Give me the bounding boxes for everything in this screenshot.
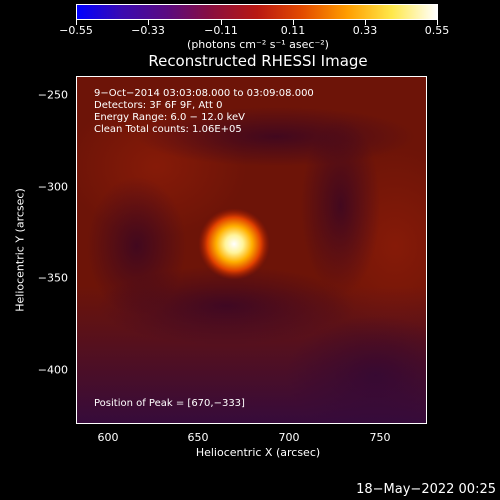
- footer-date: 18−May−2022 00:25: [356, 482, 496, 497]
- colorbar-tick-label: −0.55: [59, 24, 93, 37]
- y-tick-label: −400: [37, 363, 68, 377]
- x-tick-label: 700: [278, 431, 300, 444]
- colorbar-tick: [221, 20, 222, 25]
- colorbar-tick-label: 0.33: [352, 24, 378, 37]
- colorbar-tick: [293, 20, 294, 25]
- colorbar-tick: [148, 20, 149, 25]
- clean-counts-text: Clean Total counts: 1.06E+05: [94, 124, 242, 135]
- energy-range-text: Energy Range: 6.0 − 12.0 keV: [94, 112, 245, 123]
- x-axis-label: Heliocentric X (arcsec): [195, 446, 321, 459]
- plot-area: [76, 76, 427, 424]
- x-tick-label: 750: [369, 431, 391, 444]
- colorbar: [76, 4, 438, 20]
- detectors-text: Detectors: 3F 6F 9F, Att 0: [94, 100, 223, 111]
- colorbar-tick: [365, 20, 366, 25]
- time-range-text: 9−Oct−2014 03:03:08.000 to 03:09:08.000: [94, 88, 314, 99]
- colorbar-tick-label: −0.33: [131, 24, 165, 37]
- colorbar-tick-label: 0.11: [280, 24, 306, 37]
- x-tick-label: 600: [97, 431, 119, 444]
- y-tick-label: −250: [37, 88, 68, 102]
- heatmap-image: [77, 77, 426, 423]
- colorbar-tick-label: 0.55: [424, 24, 450, 37]
- colorbar-tick-label: −0.11: [204, 24, 238, 37]
- colorbar-gradient: [77, 5, 437, 19]
- peak-position-text: Position of Peak = [670,−333]: [94, 398, 245, 409]
- plot-title: Reconstructed RHESSI Image: [148, 52, 368, 70]
- colorbar-tick: [437, 20, 438, 25]
- y-tick-label: −350: [37, 271, 68, 285]
- y-axis-label: Heliocentric Y (arcsec): [13, 188, 27, 312]
- colorbar-units: (photons cm⁻² s⁻¹ asec⁻²): [187, 38, 329, 51]
- y-tick-label: −300: [37, 180, 68, 194]
- x-tick-label: 650: [187, 431, 209, 444]
- colorbar-tick: [76, 20, 77, 25]
